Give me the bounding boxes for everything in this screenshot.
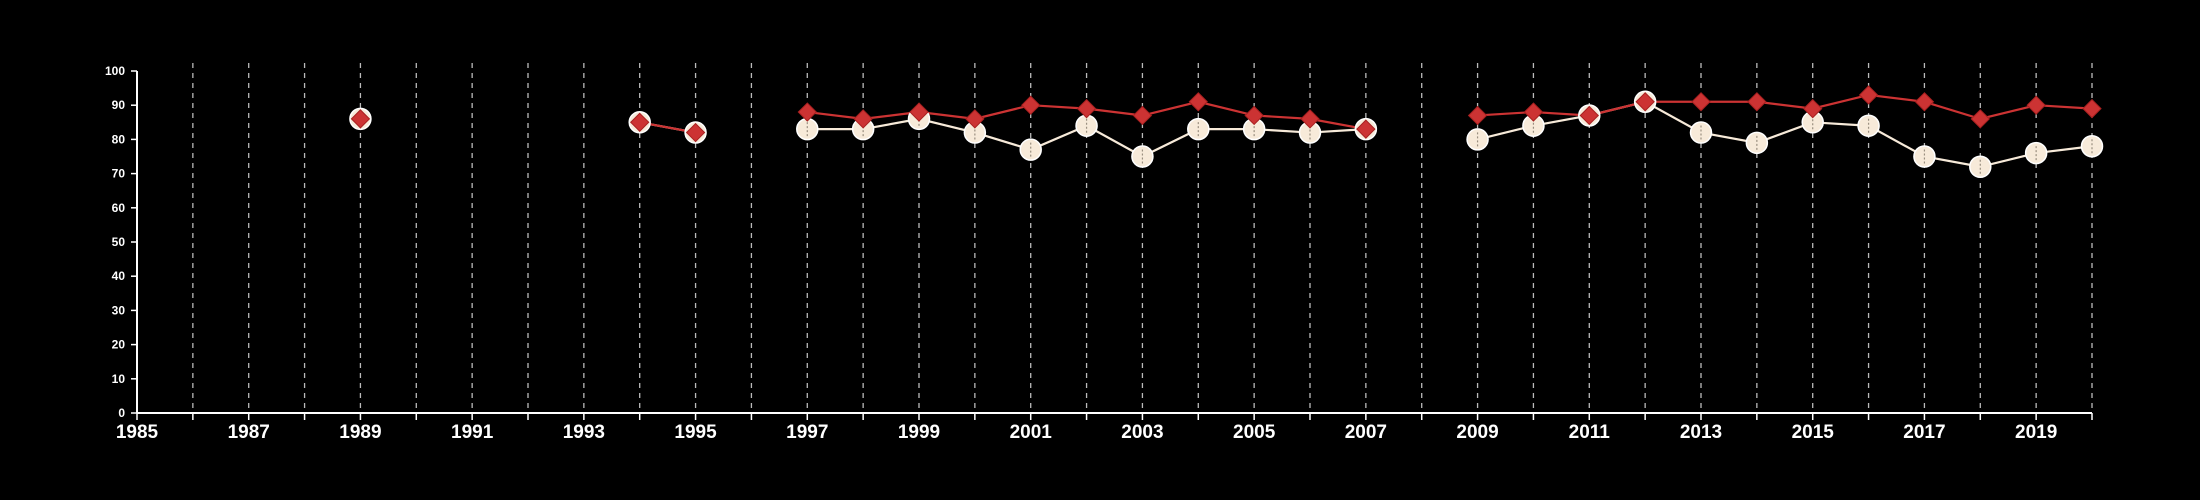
x-tick-label: 2001	[1010, 422, 1053, 443]
red-point-2009	[1467, 105, 1488, 126]
cream-point-2009	[1466, 128, 1489, 151]
red-point-1994	[630, 112, 650, 133]
red-point-2016	[1858, 85, 1879, 105]
x-tick-label: 1999	[898, 422, 940, 443]
y-tick-label: 70	[112, 167, 126, 181]
y-tick-label: 30	[112, 303, 126, 317]
x-tick-label: 1997	[786, 422, 828, 443]
cream-point-2014	[1745, 131, 1769, 155]
red-point-2012	[1635, 92, 1655, 112]
y-tick-label: 0	[118, 406, 125, 420]
cream-point-2004	[1187, 117, 1210, 141]
red-point-2014	[1747, 92, 1767, 112]
cream-point-2013	[1689, 121, 1713, 144]
red-point-2020	[2082, 98, 2102, 119]
red-point-2006	[1300, 109, 1320, 129]
red-point-2017	[1914, 92, 1935, 112]
x-tick-label: 2013	[1680, 422, 1722, 443]
cream-point-2020	[2080, 134, 2104, 158]
y-tick-label: 20	[112, 338, 126, 352]
x-tick-label: 2019	[2015, 422, 2057, 443]
y-tick-label: 60	[112, 201, 126, 215]
red-series-line-segment-3	[1477, 93, 2093, 121]
red-point-2005	[1244, 105, 1264, 126]
x-tick-label: 1989	[339, 422, 381, 443]
axis-layer: 1985 1987 1989 1991 1993 1995 1997 1999 2001 2003…	[105, 64, 2093, 443]
x-tick-label: 2003	[1121, 422, 1163, 443]
cream-series-line-segment-3	[1477, 100, 2093, 168]
cream-point-2019	[2024, 141, 2048, 165]
x-tick-label: 2017	[1903, 422, 1945, 443]
red-point-2013	[1691, 92, 1711, 112]
y-tick-label: 90	[112, 98, 126, 112]
red-point-1995	[685, 122, 706, 143]
x-tick-label: 1995	[674, 422, 717, 443]
red-point-2018	[1970, 109, 1990, 129]
red-point-2007	[1356, 119, 1376, 139]
x-tick-label: 1987	[228, 422, 270, 443]
cream-point-2003	[1131, 145, 1154, 168]
red-point-1999	[909, 102, 929, 122]
y-tick-label: 80	[112, 132, 126, 146]
y-tick-label: 50	[112, 235, 126, 249]
x-tick-label: 1991	[451, 422, 494, 443]
y-tick-label: 40	[112, 269, 126, 283]
y-tick-label: 100	[105, 64, 125, 78]
red-point-2000	[965, 109, 985, 129]
cream-point-2016	[1857, 114, 1880, 137]
cream-point-2018	[1969, 155, 1992, 179]
red-point-1989	[350, 109, 371, 129]
red-point-2015	[1803, 98, 1823, 119]
x-tick-label: 2009	[1456, 422, 1498, 443]
red-point-2011	[1579, 105, 1599, 126]
cream-point-2002	[1075, 114, 1098, 137]
y-tick-label: 10	[112, 372, 126, 386]
red-point-2019	[2026, 95, 2046, 115]
cream-point-1997	[796, 117, 819, 141]
x-tick-label: 1993	[563, 422, 605, 443]
x-tick-label: 1985	[116, 422, 159, 443]
series-layer	[349, 85, 2104, 179]
red-point-1998	[853, 109, 873, 129]
cream-point-2001	[1019, 138, 1042, 161]
red-point-2002	[1076, 98, 1097, 119]
red-point-2010	[1523, 102, 1544, 122]
grid-layer	[192, 63, 2093, 413]
cream-point-2017	[1913, 145, 1936, 168]
x-tick-label: 2015	[1792, 422, 1835, 443]
red-point-2004	[1188, 92, 1208, 112]
x-tick-label: 2005	[1233, 422, 1276, 443]
x-tick-label: 2011	[1569, 422, 1611, 443]
red-point-2001	[1021, 95, 1041, 115]
x-tick-label: 2007	[1345, 422, 1387, 443]
red-point-1997	[797, 102, 817, 122]
red-point-2003	[1132, 105, 1153, 126]
